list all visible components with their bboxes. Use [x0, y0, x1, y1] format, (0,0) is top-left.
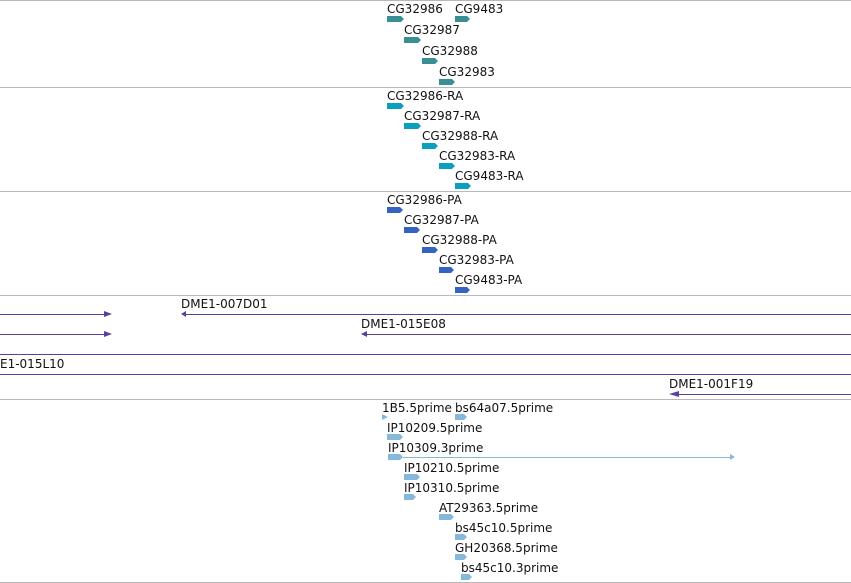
- clone-label: DME1-015E08: [361, 317, 446, 331]
- clone-arrow-left: [669, 391, 679, 397]
- transcript-track: CG32986-RA CG32987-RA CG32988-RA CG32983…: [0, 88, 851, 191]
- clone-arrow-right: [104, 331, 112, 337]
- transcript-label: CG32988-RA: [422, 129, 499, 143]
- est-label: 1B5.5prime: [382, 401, 452, 415]
- est-feature[interactable]: [461, 574, 472, 580]
- gene-feature[interactable]: [387, 16, 404, 22]
- est-feature[interactable]: [382, 414, 388, 420]
- gene-feature[interactable]: [422, 58, 438, 64]
- transcript-feature[interactable]: [455, 183, 471, 189]
- clone-track: DME1-007D01 DME1-015E08 E1-015L10 DME1-0…: [0, 296, 851, 399]
- transcript-feature[interactable]: [387, 103, 404, 109]
- protein-label: CG32987-PA: [404, 213, 479, 227]
- gene-feature[interactable]: [455, 16, 470, 22]
- protein-label: CG32986-PA: [387, 193, 462, 207]
- est-label: AT29363.5prime: [439, 501, 539, 515]
- est-label: IP10309.3prime: [388, 441, 484, 455]
- est-label: bs45c10.5prime: [455, 521, 553, 535]
- track-divider: [0, 87, 851, 88]
- protein-feature[interactable]: [455, 287, 470, 293]
- gene-label: CG32983: [439, 65, 495, 79]
- protein-feature[interactable]: [404, 227, 420, 233]
- gene-label: CG32986: [387, 2, 443, 16]
- clone-arrow-right: [104, 311, 112, 317]
- track-divider: [0, 191, 851, 192]
- est-feature[interactable]: [404, 494, 416, 500]
- track-divider: [0, 295, 851, 296]
- est-feature[interactable]: [455, 554, 467, 560]
- transcript-label: CG9483-RA: [455, 169, 524, 183]
- clone-label: DME1-001F19: [669, 377, 754, 391]
- est-feature[interactable]: [455, 534, 467, 540]
- clone-line[interactable]: [186, 314, 851, 315]
- est-feature[interactable]: [388, 454, 403, 460]
- clone-line[interactable]: [0, 334, 104, 335]
- est-track: 1B5.5prime bs64a07.5prime IP10209.5prime…: [0, 400, 851, 583]
- est-label: bs64a07.5prime: [455, 401, 554, 415]
- transcript-label: CG32986-RA: [387, 89, 464, 103]
- protein-label: CG32983-PA: [439, 253, 514, 267]
- protein-feature[interactable]: [387, 207, 403, 213]
- clone-line[interactable]: [0, 374, 851, 375]
- est-label: IP10310.5prime: [404, 481, 500, 495]
- protein-track: CG32986-PA CG32987-PA CG32988-PA CG32983…: [0, 192, 851, 295]
- gene-feature[interactable]: [439, 79, 455, 85]
- clone-line[interactable]: [0, 354, 851, 355]
- protein-feature[interactable]: [439, 267, 454, 273]
- transcript-label: CG32987-RA: [404, 109, 481, 123]
- transcript-feature[interactable]: [404, 123, 421, 129]
- gene-track: CG32986 CG9483 CG32987 CG32988 CG32983: [0, 0, 851, 87]
- clone-label: E1-015L10: [0, 357, 65, 371]
- est-label: GH20368.5prime: [455, 541, 558, 555]
- est-feature[interactable]: [404, 474, 420, 480]
- gene-label: CG32987: [404, 23, 460, 37]
- protein-label: CG32988-PA: [422, 233, 497, 247]
- gene-feature[interactable]: [404, 37, 421, 43]
- track-divider: [0, 399, 851, 400]
- est-line[interactable]: [403, 457, 731, 458]
- gene-label: CG9483: [455, 2, 504, 16]
- est-label: IP10209.5prime: [387, 421, 483, 435]
- clone-arrow-left: [361, 331, 367, 337]
- est-feature[interactable]: [455, 414, 467, 420]
- est-feature[interactable]: [387, 434, 403, 440]
- clone-arrow-left: [181, 311, 186, 317]
- transcript-feature[interactable]: [439, 163, 455, 169]
- top-divider: [0, 0, 851, 1]
- est-label: bs45c10.3prime: [461, 561, 559, 575]
- gene-label: CG32988: [422, 44, 478, 58]
- clone-line[interactable]: [367, 334, 851, 335]
- est-label: IP10210.5prime: [404, 461, 500, 475]
- est-arrow-right: [730, 454, 735, 460]
- est-feature[interactable]: [439, 514, 454, 520]
- clone-line[interactable]: [679, 394, 851, 395]
- protein-label: CG9483-PA: [455, 273, 523, 287]
- transcript-feature[interactable]: [422, 143, 438, 149]
- clone-label: DME1-007D01: [181, 297, 268, 311]
- transcript-label: CG32983-RA: [439, 149, 516, 163]
- clone-line[interactable]: [0, 314, 104, 315]
- protein-feature[interactable]: [422, 247, 438, 253]
